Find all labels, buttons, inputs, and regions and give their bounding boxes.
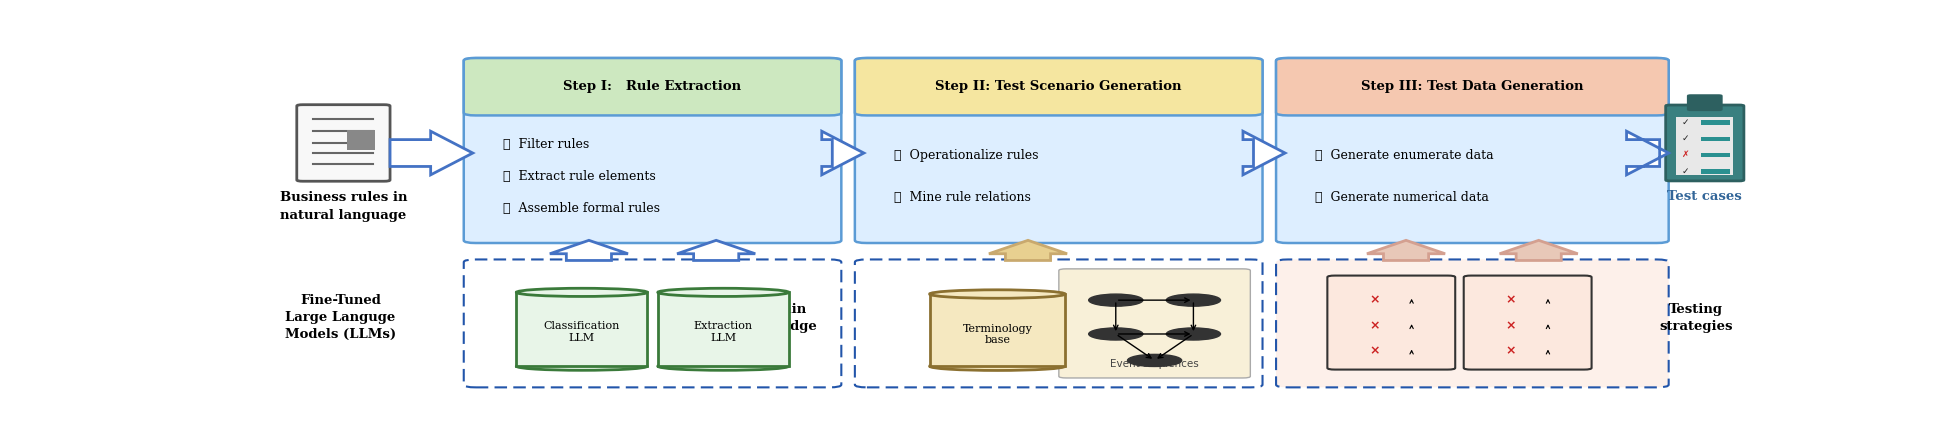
FancyBboxPatch shape	[1665, 105, 1743, 181]
Text: Classification
LLM: Classification LLM	[543, 321, 619, 343]
FancyBboxPatch shape	[1275, 259, 1669, 387]
Text: ×: ×	[1368, 319, 1380, 332]
Ellipse shape	[658, 362, 788, 370]
Polygon shape	[658, 293, 788, 366]
Text: ①  Operationalize rules: ① Operationalize rules	[895, 149, 1038, 162]
FancyBboxPatch shape	[464, 58, 840, 116]
Ellipse shape	[930, 362, 1066, 371]
Text: Step II: Test Scenario Generation: Step II: Test Scenario Generation	[936, 80, 1182, 93]
Text: Domain
knowledge: Domain knowledge	[740, 303, 817, 333]
Text: ✓: ✓	[1681, 167, 1689, 176]
Text: ①  Generate enumerate data: ① Generate enumerate data	[1316, 149, 1495, 162]
FancyBboxPatch shape	[1702, 120, 1729, 125]
Text: Terminology
base: Terminology base	[963, 324, 1033, 345]
Text: ×: ×	[1368, 344, 1380, 357]
Text: Testing
strategies: Testing strategies	[1660, 303, 1733, 333]
FancyBboxPatch shape	[1677, 117, 1733, 175]
Polygon shape	[677, 240, 755, 260]
Text: Step III: Test Data Generation: Step III: Test Data Generation	[1361, 80, 1584, 93]
Ellipse shape	[516, 362, 646, 370]
Text: ✗: ✗	[1681, 150, 1689, 159]
FancyBboxPatch shape	[854, 58, 1262, 243]
FancyBboxPatch shape	[297, 105, 390, 181]
FancyBboxPatch shape	[854, 58, 1262, 116]
Text: Test cases: Test cases	[1667, 190, 1743, 203]
Text: Business rules in
natural language: Business rules in natural language	[280, 191, 408, 222]
Ellipse shape	[516, 288, 646, 296]
Polygon shape	[1627, 131, 1669, 175]
FancyBboxPatch shape	[1689, 95, 1722, 110]
Polygon shape	[1242, 131, 1285, 175]
FancyBboxPatch shape	[1702, 153, 1729, 157]
FancyBboxPatch shape	[347, 129, 375, 150]
Text: ×: ×	[1368, 293, 1380, 307]
FancyBboxPatch shape	[464, 58, 840, 243]
Text: ×: ×	[1506, 344, 1516, 357]
FancyBboxPatch shape	[1060, 269, 1250, 378]
FancyBboxPatch shape	[1702, 136, 1729, 141]
Polygon shape	[1500, 240, 1578, 260]
Polygon shape	[549, 240, 629, 260]
Text: ②  Extract rule elements: ② Extract rule elements	[503, 170, 656, 183]
Text: Step I:   Rule Extraction: Step I: Rule Extraction	[563, 80, 741, 93]
Text: ②  Generate numerical data: ② Generate numerical data	[1316, 191, 1489, 204]
Ellipse shape	[930, 290, 1066, 298]
FancyBboxPatch shape	[1464, 276, 1592, 370]
Text: ×: ×	[1506, 319, 1516, 332]
Text: ✓: ✓	[1681, 118, 1689, 127]
Polygon shape	[516, 293, 646, 366]
FancyBboxPatch shape	[1275, 58, 1669, 116]
Text: Fine-Tuned
Large Languge
Models (LLMs): Fine-Tuned Large Languge Models (LLMs)	[285, 294, 396, 341]
Text: ③  Assemble formal rules: ③ Assemble formal rules	[503, 202, 660, 215]
Text: ①  Filter rules: ① Filter rules	[503, 138, 590, 151]
Polygon shape	[1366, 240, 1446, 260]
Circle shape	[1089, 294, 1143, 306]
Polygon shape	[390, 131, 474, 175]
FancyBboxPatch shape	[854, 259, 1262, 387]
Circle shape	[1167, 328, 1221, 340]
Text: Event sequences: Event sequences	[1110, 359, 1200, 369]
FancyBboxPatch shape	[464, 259, 840, 387]
Circle shape	[1167, 294, 1221, 306]
Polygon shape	[988, 240, 1068, 260]
Text: ✓: ✓	[1681, 134, 1689, 143]
Text: ②  Mine rule relations: ② Mine rule relations	[895, 191, 1031, 204]
Text: Extraction
LLM: Extraction LLM	[693, 321, 753, 343]
Text: ×: ×	[1506, 293, 1516, 307]
Circle shape	[1089, 328, 1143, 340]
Polygon shape	[821, 131, 864, 175]
FancyBboxPatch shape	[1328, 276, 1456, 370]
FancyBboxPatch shape	[1702, 169, 1729, 174]
Polygon shape	[930, 294, 1066, 366]
Circle shape	[1128, 354, 1182, 367]
FancyBboxPatch shape	[1275, 58, 1669, 243]
Ellipse shape	[658, 288, 788, 296]
